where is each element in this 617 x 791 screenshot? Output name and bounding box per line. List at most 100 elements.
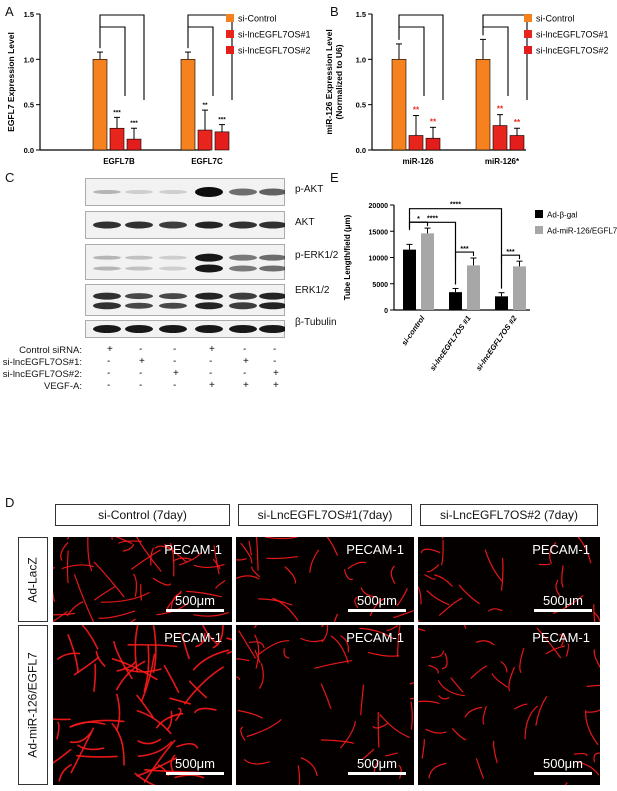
vessel [226, 650, 232, 655]
chart-e-tube-length: 0 5000 10000 15000 20000 Tube Length/field (μ… [343, 202, 617, 373]
scale-bar: 500μm [534, 756, 592, 775]
vessel [362, 748, 375, 760]
vessel [297, 765, 301, 785]
vessel [58, 764, 72, 782]
x-category-label: EGFL7B [103, 157, 135, 166]
blot-band [159, 190, 187, 194]
stain-label: PECAM-1 [532, 630, 590, 645]
vessel [174, 774, 205, 779]
legend-swatch [524, 30, 532, 38]
comparison-bracket [399, 26, 425, 96]
vessel [377, 711, 380, 748]
micrograph: PECAM-1 500μm [418, 625, 600, 785]
blot-band [125, 190, 153, 194]
significance-mark: ** [497, 105, 504, 114]
vessel [439, 597, 463, 616]
blot-band [93, 325, 121, 333]
blot-band [93, 266, 121, 271]
vessel-network [418, 537, 600, 622]
legend-swatch [226, 14, 234, 22]
scale-bar: 500μm [166, 756, 224, 775]
vessel [175, 707, 182, 721]
western-blot [85, 178, 287, 338]
vessel [300, 757, 318, 777]
vessel [73, 656, 100, 676]
comparison-bracket [187, 14, 233, 100]
vessel [69, 731, 92, 744]
comparison-bracket [100, 26, 126, 96]
vessel [259, 663, 264, 689]
vessel [249, 641, 265, 648]
vessel [397, 625, 401, 658]
vessel [320, 739, 355, 744]
vessel [154, 545, 175, 552]
legend-label: Ad-miR-126/EGFL7 [547, 227, 617, 236]
condition-sign: - [209, 356, 213, 367]
blot-band [159, 293, 187, 300]
significance-mark: ** [413, 106, 420, 115]
condition-sign: - [273, 356, 277, 367]
scale-bar: 500μm [348, 756, 406, 775]
vessel [386, 625, 398, 631]
condition-sign: - [173, 344, 177, 355]
stain-label: PECAM-1 [346, 542, 404, 557]
bar [425, 137, 441, 151]
blot-svg [85, 178, 287, 338]
vessel [426, 590, 450, 606]
vessel [418, 700, 440, 704]
legend-swatch [524, 14, 532, 22]
vessel [254, 634, 260, 669]
significance-mark: *** [113, 109, 121, 116]
vessel [500, 661, 508, 673]
chart-b-mir126-expression: 0.0 0.5 1.0 1.5 miR-126 Expression Level (Nor… [324, 10, 609, 166]
vessel [134, 772, 156, 785]
blot-protein-label: ERK1/2 [295, 285, 330, 296]
vessel [178, 551, 203, 566]
bar [126, 138, 142, 151]
vessel [87, 537, 93, 572]
significance-mark: * [417, 216, 420, 223]
bar [509, 135, 525, 151]
legend-swatch [524, 46, 532, 54]
panel-letter-e: E [330, 170, 339, 185]
vessel [166, 710, 173, 731]
x-category-label: si-control [400, 313, 427, 347]
cross-bracket [408, 221, 457, 285]
vessel [60, 542, 69, 561]
legend-label: si-lncEGFL7OS#1 [238, 30, 311, 40]
vessel [150, 547, 154, 566]
vessel [67, 634, 79, 674]
vessel [236, 558, 247, 561]
y-tick-label: 1.0 [356, 55, 366, 64]
blot-band [93, 255, 121, 260]
vessel [116, 661, 136, 672]
condition-sign: + [139, 356, 145, 367]
vessel [152, 625, 157, 674]
vessel [215, 580, 226, 589]
vessel [53, 612, 76, 616]
x-category-label: miR-126* [485, 157, 520, 166]
vessel [254, 649, 261, 664]
blot-band [125, 293, 153, 300]
comparison-bracket [483, 26, 509, 96]
blot-band [195, 253, 223, 262]
vessel [212, 558, 221, 570]
y-tick-label: 1.0 [24, 55, 34, 64]
vessel [284, 566, 297, 584]
vessel [93, 663, 97, 692]
micrograph: PECAM-1 500μm [53, 625, 232, 785]
vessel [184, 666, 224, 705]
condition-sign: - [209, 368, 213, 379]
bar [197, 129, 213, 151]
vessel [373, 759, 379, 773]
blot-band [125, 221, 153, 229]
vessel [67, 537, 70, 540]
legend-label: Ad-β-gal [547, 211, 578, 220]
vessel [484, 549, 503, 582]
blot-band [195, 221, 223, 229]
vessel [493, 740, 498, 764]
scale-bar-line [534, 772, 592, 775]
blot-band [159, 302, 187, 309]
vessel [577, 761, 600, 776]
condition-sign: - [139, 344, 143, 355]
